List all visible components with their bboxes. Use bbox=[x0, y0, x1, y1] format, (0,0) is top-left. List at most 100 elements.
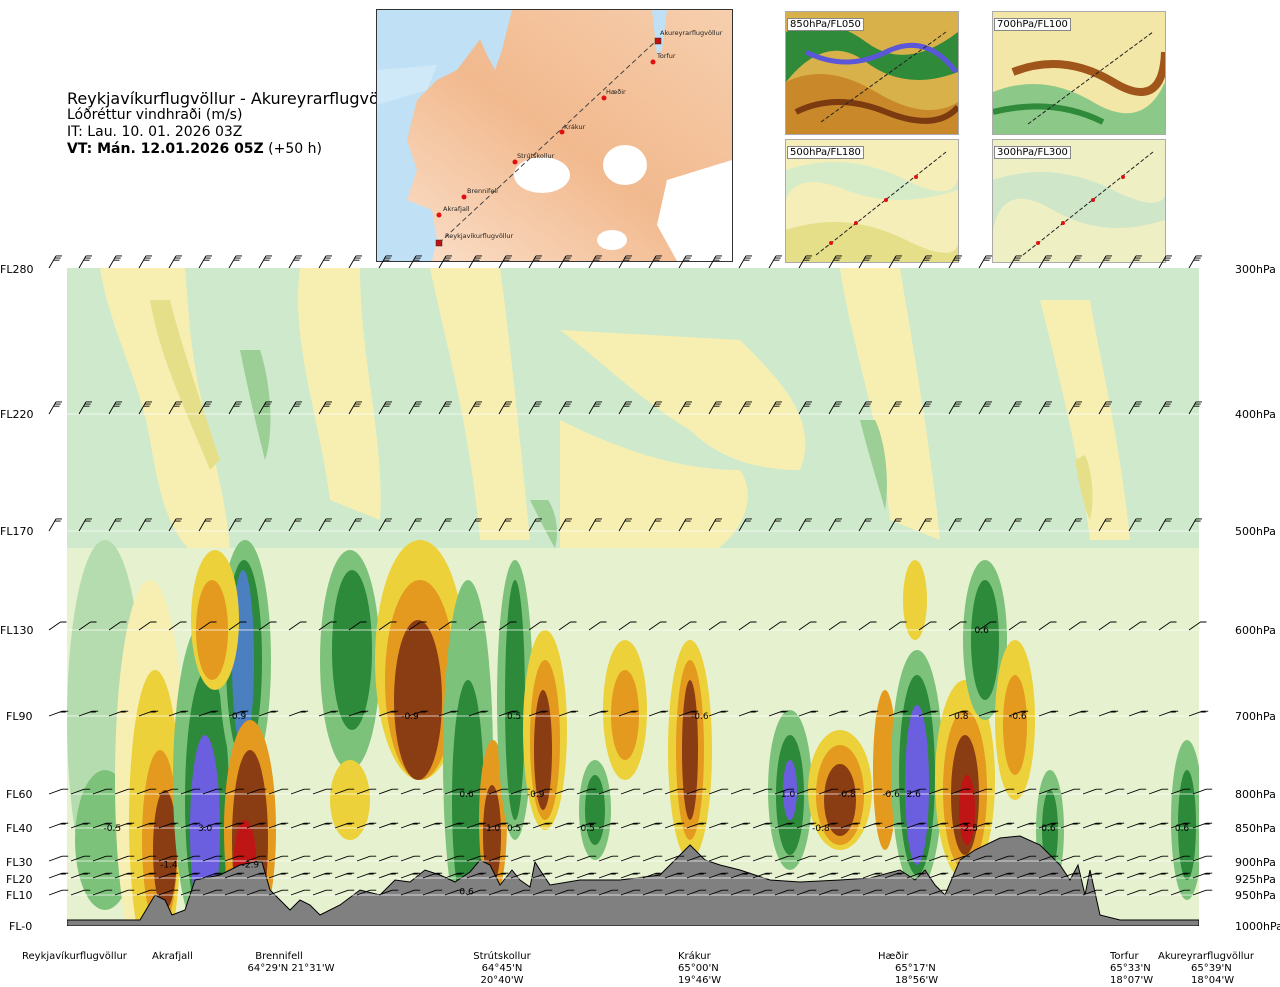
wind-barb bbox=[1068, 518, 1082, 532]
wind-barb bbox=[1158, 710, 1179, 717]
wind-barb bbox=[468, 518, 482, 532]
thumbnail-700hpa[interactable]: 700hPa/FL100 bbox=[992, 11, 1166, 135]
wind-barb bbox=[554, 889, 575, 896]
wind-barb bbox=[78, 401, 92, 415]
wind-barb bbox=[686, 889, 707, 896]
wind-barb bbox=[438, 710, 459, 717]
wind-barb bbox=[1192, 872, 1213, 879]
wind-barb bbox=[228, 255, 242, 269]
wind-barb bbox=[950, 889, 971, 896]
wind-barb bbox=[444, 822, 465, 829]
thumbnail-850hpa[interactable]: 850hPa/FL050 bbox=[785, 11, 959, 135]
wind-barb bbox=[840, 788, 861, 795]
wind-barb bbox=[114, 822, 135, 829]
wind-barb bbox=[78, 710, 99, 717]
wind-barb bbox=[862, 855, 883, 862]
wind-barb bbox=[488, 822, 509, 829]
thumbnail-500hpa[interactable]: 500hPa/FL180 bbox=[785, 139, 959, 263]
wind-barb bbox=[108, 710, 129, 717]
wind-barb bbox=[438, 518, 452, 532]
wind-barb bbox=[798, 621, 817, 631]
forecast-hour: (+50 h) bbox=[268, 141, 322, 157]
wind-barb bbox=[558, 518, 572, 532]
level-label-right: 900hPa bbox=[1235, 856, 1276, 869]
wind-barb bbox=[1188, 621, 1207, 631]
wind-barb bbox=[928, 788, 949, 795]
wind-barb bbox=[1016, 822, 1037, 829]
wind-barb bbox=[840, 855, 861, 862]
wind-barb bbox=[224, 788, 245, 795]
wind-barb bbox=[48, 401, 62, 415]
wind-barb bbox=[1016, 788, 1037, 795]
wind-barb bbox=[258, 710, 279, 717]
contour-value-label: 0.5 bbox=[507, 824, 521, 834]
wind-barb bbox=[554, 855, 575, 862]
thumbnail-label: 500hPa/FL180 bbox=[787, 146, 864, 159]
wind-barb bbox=[1158, 621, 1177, 631]
wind-barb bbox=[994, 822, 1015, 829]
wind-barb bbox=[950, 855, 971, 862]
thumbnail-500hpa-graphic bbox=[786, 140, 958, 262]
wind-barb bbox=[356, 872, 377, 879]
valid-time: VT: Mán. 12.01.2026 05Z (+50 h) bbox=[67, 141, 404, 158]
wind-barb bbox=[918, 710, 939, 717]
contour-value-label: -0.6 bbox=[691, 712, 709, 722]
thumbnail-300hpa[interactable]: 300hPa/FL300 bbox=[992, 139, 1166, 263]
wind-barb bbox=[774, 788, 795, 795]
wind-barb bbox=[664, 889, 685, 896]
wind-barb bbox=[978, 255, 992, 269]
wind-barb bbox=[528, 710, 549, 717]
contour-value-label: -2.5 bbox=[960, 824, 978, 834]
wind-barb bbox=[828, 401, 842, 415]
wind-barb bbox=[730, 855, 751, 862]
wind-barb bbox=[768, 518, 782, 532]
wind-barb bbox=[180, 822, 201, 829]
wind-barb bbox=[796, 855, 817, 862]
wind-barb bbox=[158, 822, 179, 829]
wind-barb bbox=[48, 255, 62, 269]
wind-barb bbox=[70, 822, 91, 829]
wind-barb bbox=[268, 889, 289, 896]
level-label-left: FL280 bbox=[0, 263, 34, 276]
wind-barb bbox=[620, 872, 641, 879]
wind-barb bbox=[290, 855, 311, 862]
wind-barb bbox=[510, 889, 531, 896]
contour-value-label: -2.9 bbox=[242, 860, 260, 870]
wind-barb bbox=[466, 788, 487, 795]
variable-label: Lóðréttur vindhraði (m/s) bbox=[67, 107, 243, 123]
wind-barb bbox=[928, 822, 949, 829]
wind-barb bbox=[48, 788, 69, 795]
wind-barb bbox=[796, 788, 817, 795]
wind-barb bbox=[840, 889, 861, 896]
wind-barb bbox=[950, 872, 971, 879]
wind-barb bbox=[858, 518, 872, 532]
wind-barb bbox=[1170, 855, 1191, 862]
wind-barb bbox=[888, 621, 907, 631]
station-name: Hæðir bbox=[878, 951, 909, 962]
wind-barb bbox=[1126, 872, 1147, 879]
wind-barb bbox=[906, 855, 927, 862]
wind-barb bbox=[978, 710, 999, 717]
wind-barb bbox=[158, 872, 179, 879]
wind-barb bbox=[972, 822, 993, 829]
wind-barb bbox=[168, 621, 187, 631]
wind-barb bbox=[948, 621, 967, 631]
wind-barb bbox=[468, 401, 482, 415]
wind-barb bbox=[678, 710, 699, 717]
level-label-right: 500hPa bbox=[1235, 525, 1276, 538]
wind-barb bbox=[642, 822, 663, 829]
wind-barb bbox=[558, 401, 572, 415]
wind-barb bbox=[422, 855, 443, 862]
wind-barb bbox=[738, 401, 752, 415]
wind-barb bbox=[1148, 788, 1169, 795]
level-gridlines bbox=[67, 413, 1199, 896]
wind-barb bbox=[1060, 822, 1081, 829]
wind-barb bbox=[136, 889, 157, 896]
level-label-left: FL170 bbox=[0, 525, 34, 538]
contour-value-label: 0.6 bbox=[459, 888, 474, 898]
map-label-reykjavik: Reykjavíkurflugvöllur bbox=[445, 232, 514, 240]
wind-barb bbox=[1038, 788, 1059, 795]
level-label-right: 700hPa bbox=[1235, 710, 1276, 723]
wind-barb bbox=[730, 889, 751, 896]
wind-barb bbox=[884, 822, 905, 829]
